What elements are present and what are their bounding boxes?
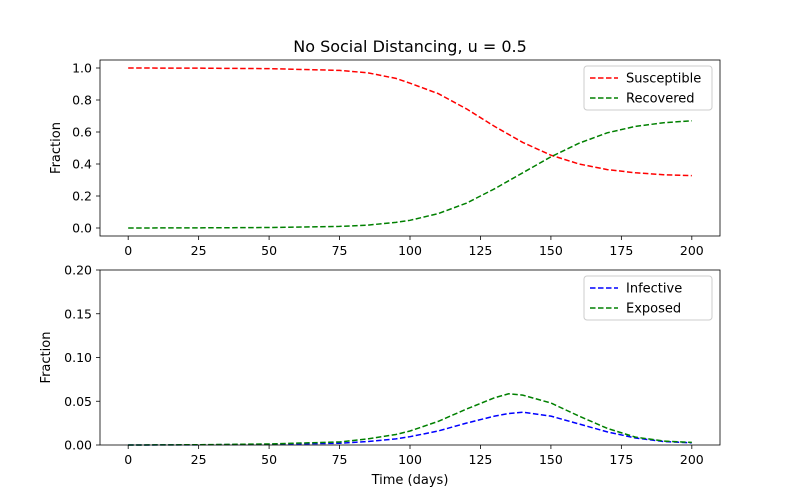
y-tick-label: 1.0 [72, 61, 92, 76]
x-tick-label: 125 [469, 243, 493, 258]
x-tick-label: 0 [124, 452, 132, 467]
series-line-infective [128, 411, 692, 446]
series-line-recovered [128, 120, 692, 229]
y-tick-label: 0.15 [64, 306, 92, 321]
x-tick-label: 25 [191, 243, 207, 258]
x-tick-label: 100 [398, 243, 422, 258]
y-tick-label: 0.10 [64, 350, 92, 365]
x-tick-label: 25 [191, 452, 207, 467]
x-tick-label: 200 [680, 452, 704, 467]
legend-label-exposed: Exposed [626, 302, 681, 317]
legend-box [583, 275, 713, 321]
x-tick-label: 150 [539, 452, 563, 467]
x-axis-label: Time (days) [371, 473, 449, 488]
y-tick-label: 0.6 [72, 125, 92, 140]
legend-label-infective: Infective [626, 282, 682, 297]
chart-title: No Social Distancing, u = 0.5 [293, 37, 527, 56]
plots: 0 25 50 75 100 125 150 175 200 0.0 0.2 0.4 0.6 0.8 1.0… [39, 59, 721, 488]
x-tick-label: 125 [469, 452, 493, 467]
x-tick-label: 100 [398, 452, 422, 467]
panel-1: 0 25 50 75 100 125 150 175 200 0.0 0.2 0.4 0.6 0.8 1.0… [49, 59, 721, 258]
series-line-susceptible [128, 67, 692, 177]
x-tick-label: 50 [261, 243, 277, 258]
legend-label-susceptible: Susceptible [626, 72, 701, 87]
legend: Susceptible Recovered [583, 65, 713, 111]
x-tick-label: 175 [609, 452, 633, 467]
y-tick-label: 0.4 [72, 157, 92, 172]
y-tick-label: 0.20 [64, 263, 92, 278]
y-tick-label: 0.0 [72, 221, 92, 236]
panel-2: 0 25 50 75 100 125 150 175 200 0.00 0.05 0.10 0.15 0.… [39, 263, 721, 488]
y-axis-label: Fraction [39, 332, 54, 384]
legend-label-recovered: Recovered [626, 92, 695, 107]
legend-box [583, 65, 713, 111]
legend: Infective Exposed [583, 275, 713, 321]
x-tick-label: 75 [332, 452, 348, 467]
y-tick-label: 0.00 [64, 438, 92, 453]
x-tick-label: 50 [261, 452, 277, 467]
x-tick-label: 75 [332, 243, 348, 258]
series-line-exposed [128, 393, 692, 446]
x-tick-label: 150 [539, 243, 563, 258]
y-tick-label: 0.8 [72, 93, 92, 108]
y-tick-label: 0.2 [72, 189, 92, 204]
x-tick-label: 0 [124, 243, 132, 258]
y-tick-label: 0.05 [64, 394, 92, 409]
x-tick-label: 175 [609, 243, 633, 258]
y-axis-label: Fraction [49, 122, 64, 174]
x-tick-label: 200 [680, 243, 704, 258]
